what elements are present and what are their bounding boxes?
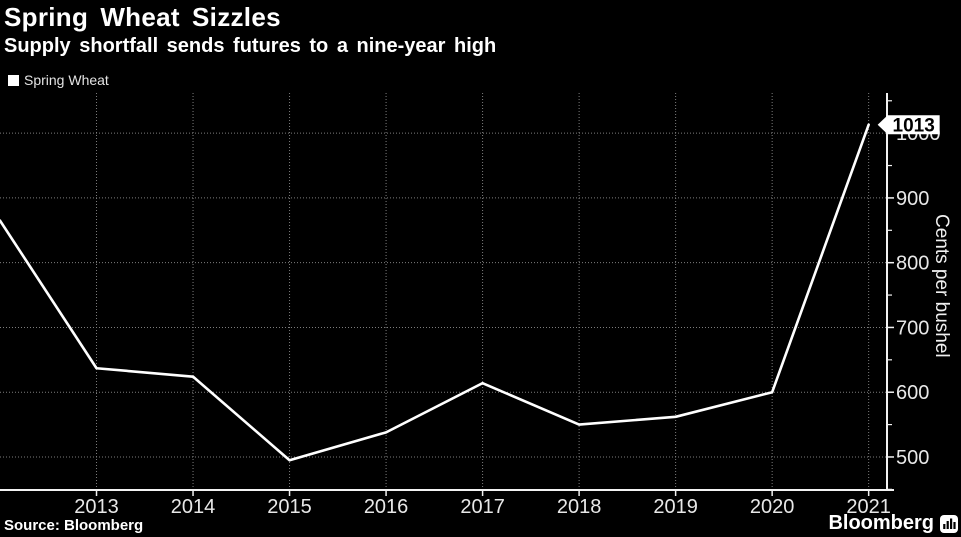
bloomberg-branding: Bloomberg [828,512,958,535]
y-tick-label: 600 [896,382,929,404]
y-tick-label: 800 [896,253,929,275]
x-tick-label: 2014 [171,496,216,518]
y-tick-label: 500 [896,447,929,469]
bloomberg-wordmark: Bloomberg [828,512,934,534]
bar-chart-icon [940,514,958,533]
x-gridlines [96,93,870,490]
x-tick-label: 2016 [364,496,409,518]
x-tick-label: 2015 [267,496,312,518]
source-note: Source: Bloomberg [4,517,144,534]
legend-marker-swatch [8,74,19,86]
tick-labels: 5006007008009001000201320142015201620172… [74,123,940,518]
x-tick-label: 2018 [557,496,602,518]
y-gridlines [0,132,887,458]
x-tick-label: 2017 [460,496,505,518]
y-tick-label: 700 [896,317,929,339]
x-tick-label: 2020 [750,496,795,518]
x-tick-label: 2013 [74,496,119,518]
axis-lines [0,93,894,491]
series [0,123,870,462]
chart-title: Spring Wheat Sizzles [4,2,281,32]
legend: Spring Wheat [8,72,109,88]
y-axis-title: Cents per bushel [931,214,952,358]
legend-label: Spring Wheat [24,72,109,88]
axis-ticks [95,100,894,496]
end-value-box [877,115,940,135]
chart-subtitle: Supply shortfall sends futures to a nine… [4,35,497,57]
x-tick-label: 2021 [846,496,891,518]
x-tick-label: 2019 [653,496,698,518]
y-tick-label: 900 [896,188,929,210]
end-value-callout: 1013 [877,115,940,136]
series-line [0,123,870,462]
end-value-label: 1013 [893,115,935,136]
